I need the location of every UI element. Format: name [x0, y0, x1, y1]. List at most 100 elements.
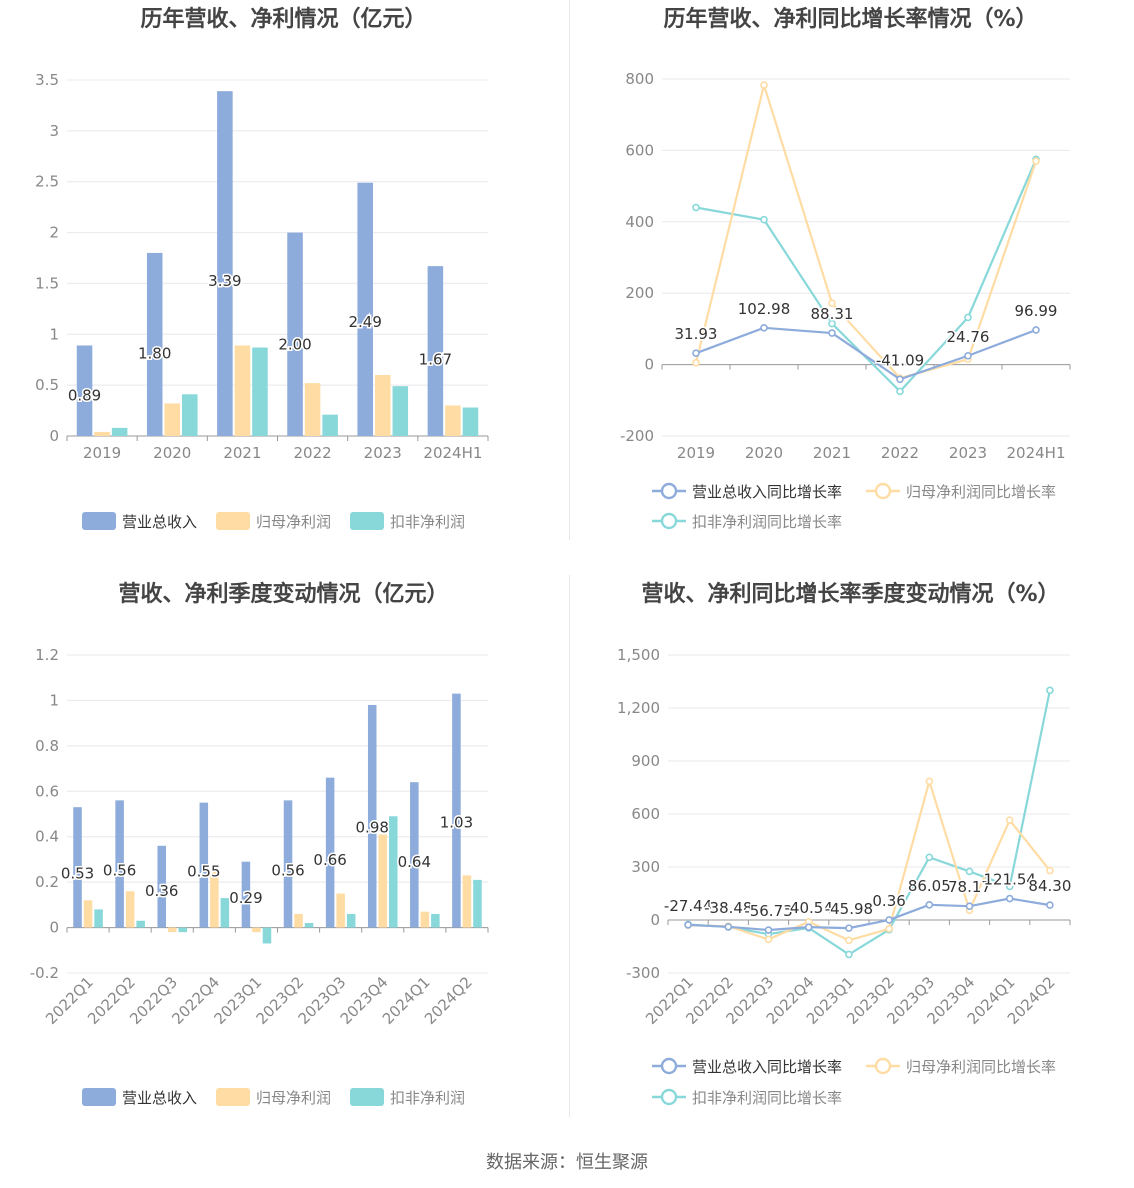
chart-annual-growth-rate: 历年营收、净利同比增长率情况（%） -200 0 200 400 600 800 2019 20… [620, 6, 1071, 531]
bar-net-profit [445, 405, 461, 436]
point-value-label: 121.54 [983, 871, 1035, 889]
y-tick-label: 0 [650, 911, 660, 929]
y-tick-label: 1,500 [617, 646, 660, 664]
bar-value-label: 0.89 [68, 386, 101, 404]
legend-marker [874, 482, 892, 500]
bar-deducted-profit [322, 414, 338, 436]
bar-value-label: 0.29 [229, 889, 262, 907]
y-tick-label: 1,200 [617, 699, 660, 717]
bar-net-profit [164, 403, 181, 436]
y-tick-label: 200 [625, 284, 654, 302]
bar-net-profit [234, 345, 251, 436]
y-tick-label: 1 [49, 325, 59, 343]
point-value-label: -41.09 [876, 351, 924, 369]
line-point [965, 902, 974, 910]
point-value-label: -38.48 [704, 899, 752, 917]
bar-net-profit [210, 870, 219, 928]
legend-label: 扣非净利润同比增长率 [692, 513, 842, 531]
x-tick-label: 2024H1 [423, 444, 482, 462]
y-tick-label: -0.2 [30, 964, 59, 982]
point-value-label: 78.17 [948, 878, 991, 896]
line-revenue-growth [688, 897, 1051, 932]
point-value-label: 0.36 [872, 892, 905, 910]
bar-deducted-profit [262, 927, 272, 944]
line-point [1005, 894, 1014, 903]
y-tick-label: 0.4 [35, 828, 59, 846]
line-point [828, 329, 836, 337]
legend-label: 归母净利润 [256, 513, 331, 531]
y-tick-label: 0.8 [35, 737, 59, 755]
bar-revenue [115, 800, 124, 928]
line-point [896, 387, 904, 396]
chart-quarterly-revenue-profit: 营收、净利季度变动情况（亿元）-0.200.20.40.60.811.22022… [30, 581, 489, 1107]
x-tick-label: 2023 [949, 444, 987, 462]
point-value-label: 84.30 [1028, 877, 1071, 895]
point-value-label: 86.05 [908, 877, 951, 895]
point-value-label: 24.76 [947, 328, 990, 346]
line-point [1005, 882, 1014, 891]
chart-title: 历年营收、净利情况（亿元） [140, 6, 426, 32]
point-value-label: 31.93 [675, 325, 718, 343]
legend-label: 扣非净利润同比增长率 [692, 1089, 842, 1107]
bar-revenue [325, 777, 335, 928]
line-point [1046, 901, 1054, 909]
bar-revenue [157, 845, 166, 928]
panel-annual-revenue-profit: 历年营收、净利情况（亿元） 0 0.5 1 1.5 2 2.5 3 3.5 2019 2020 202… [0, 0, 567, 575]
bar-deducted-profit [94, 909, 103, 928]
y-tick-label: 1.5 [35, 274, 59, 292]
legend-marker [660, 512, 678, 530]
bar-net-profit [167, 927, 177, 933]
bar-deducted-profit [304, 923, 314, 928]
y-tick-label: 2 [49, 224, 59, 242]
bar-value-label: 0.64 [398, 853, 431, 871]
line-revenue-growth [695, 326, 1037, 381]
y-tick-label: -200 [620, 427, 654, 445]
bar-net-profit [294, 913, 303, 928]
legend-label: 营业总收入同比增长率 [692, 483, 842, 501]
bar-deducted-profit [111, 427, 128, 436]
y-tick-label: 3 [49, 122, 59, 140]
line-point [1046, 686, 1054, 695]
line-net-profit-growth [688, 777, 1051, 942]
bar-deducted-profit [389, 816, 398, 928]
legend-label: 营业总收入 [122, 1089, 197, 1107]
y-tick-label: 600 [631, 805, 660, 823]
line-point [925, 900, 934, 909]
chart-title: 营收、净利同比增长率季度变动情况（%） [641, 581, 1059, 607]
y-tick-label: -300 [626, 964, 660, 982]
legend-marker [660, 482, 678, 500]
bar-net-profit [304, 383, 321, 436]
bar-revenue [367, 704, 377, 928]
legend-swatch [350, 512, 384, 530]
line-point [692, 359, 700, 367]
line-point [965, 867, 974, 876]
bar-revenue [283, 800, 293, 928]
bar-value-label: 0.55 [187, 862, 220, 880]
chart-title: 历年营收、净利同比增长率情况（%） [663, 6, 1037, 32]
bar-deducted-profit [220, 898, 230, 928]
bar-revenue [357, 182, 373, 436]
bar-revenue [287, 232, 303, 436]
bar-value-label: 2.00 [278, 335, 311, 353]
vertical-divider-top [569, 0, 570, 540]
line-point [896, 375, 904, 384]
line-point [764, 935, 773, 944]
line-point [885, 925, 893, 933]
line-point [1005, 816, 1014, 824]
bar-revenue [241, 861, 251, 928]
line-point [760, 81, 768, 89]
bar-deducted-profit [182, 394, 198, 436]
legend-label: 归母净利润同比增长率 [906, 483, 1056, 501]
y-tick-label: 1.2 [35, 646, 59, 664]
bar-deducted-profit [252, 347, 268, 436]
line-point [692, 349, 700, 358]
x-tick-label: 2023 [364, 444, 402, 462]
bar-value-label: 1.67 [419, 351, 452, 369]
legend-label: 营业总收入同比增长率 [692, 1058, 842, 1076]
bar-deducted-profit [178, 927, 188, 933]
bar-deducted-profit [136, 920, 145, 928]
point-value-label: -27.44 [664, 897, 712, 915]
legend-marker [660, 1057, 678, 1075]
line-point [885, 916, 893, 924]
bar-value-label: 1.80 [138, 345, 171, 363]
